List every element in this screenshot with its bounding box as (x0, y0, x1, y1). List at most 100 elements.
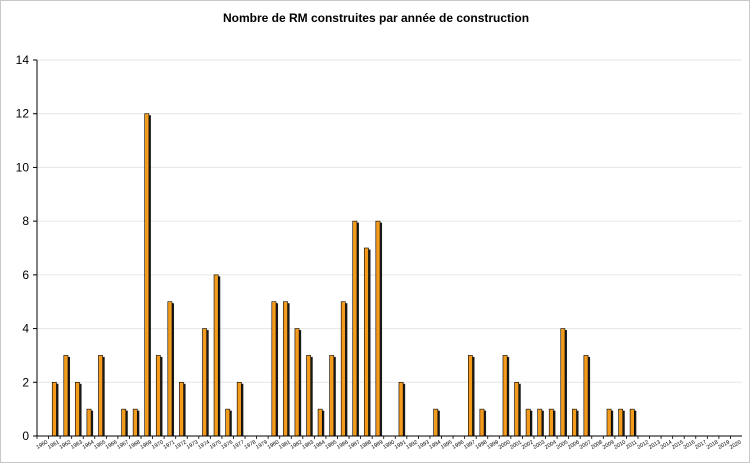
bar-1986 (340, 301, 346, 437)
x-tick-label: 2010 (613, 439, 627, 450)
y-tick-label: 10 (16, 160, 30, 174)
bar-2006 (572, 408, 577, 437)
bar-shadow (91, 410, 94, 436)
bar-shadow (541, 410, 544, 436)
bar-shadow (345, 303, 348, 436)
y-tick-label: 8 (22, 214, 29, 228)
x-tick-label: 1968 (128, 439, 142, 450)
x-tick-label: 1987 (348, 439, 362, 450)
x-tick-label: 1992 (405, 439, 419, 450)
bar-1965 (98, 355, 103, 437)
x-tick-label: 2013 (648, 439, 662, 450)
x-tick-label: 1979 (255, 439, 269, 450)
bar-shadow (218, 276, 221, 436)
x-tick-label: 1998 (475, 439, 489, 450)
bar-shadow (67, 356, 70, 436)
bar-shadow (588, 356, 591, 436)
bar-1983 (306, 355, 311, 437)
x-tick-label: 2009 (602, 439, 616, 450)
y-tick-labels: 0 2 4 6 8 10 12 14 (16, 53, 30, 443)
x-tick-label: 1991 (394, 439, 408, 450)
bar-1972 (179, 381, 184, 437)
bar-shadow (622, 410, 625, 436)
bar-1964 (86, 408, 92, 437)
bar-1967 (121, 408, 127, 437)
bar-1961 (51, 381, 57, 437)
x-tick-label: 1963 (70, 439, 84, 450)
y-tick-label: 0 (22, 429, 29, 443)
bar-shadow (183, 383, 186, 436)
bar-2003 (537, 408, 543, 437)
bar-shadow (172, 303, 175, 436)
bar-1963 (75, 381, 80, 437)
x-tick-label: 1976 (220, 439, 234, 450)
x-tick-label: 1981 (278, 439, 292, 450)
x-tick-label: 2006 (567, 439, 581, 450)
bar-1974 (202, 328, 207, 437)
x-tick-label: 1980 (267, 439, 281, 450)
bar-shadow (611, 410, 614, 436)
bar-shadow (553, 410, 556, 436)
x-tick-label: 1975 (209, 439, 223, 450)
x-tick-label: 2015 (671, 439, 685, 450)
x-tick-label: 2012 (636, 439, 650, 450)
bar-shadow (472, 356, 475, 436)
y-tick-label: 2 (22, 375, 29, 389)
x-tick-label: 1993 (417, 439, 431, 450)
x-tick-label: 1969 (139, 439, 153, 450)
bar-shadow (518, 383, 521, 436)
bar-2009 (606, 408, 612, 437)
x-tick-label: 2007 (579, 439, 593, 450)
x-tick-label: 2018 (706, 439, 720, 450)
x-tick-label: 2004 (544, 439, 558, 450)
bar-2000 (502, 355, 508, 437)
x-tick-label: 1985 (324, 439, 338, 450)
gridlines (37, 59, 742, 383)
x-tick-label: 1964 (82, 439, 96, 450)
bar-1971 (167, 301, 173, 437)
x-tick-label: 1999 (486, 439, 500, 450)
x-tick-label: 1982 (290, 439, 304, 450)
x-tick-label: 2001 (509, 439, 523, 450)
bar-1997 (468, 355, 473, 437)
x-tick-label: 1995 (440, 439, 454, 450)
bar-1987 (352, 220, 358, 437)
bar-1977 (236, 381, 242, 437)
bar-shadow (380, 222, 383, 436)
x-tick-labels: 1960196119621963196419651966196719681969… (35, 439, 742, 450)
bar-shadow (299, 330, 302, 436)
x-tick-label: 1965 (93, 439, 107, 450)
y-tick-label: 6 (22, 268, 29, 282)
bar-shadow (229, 410, 232, 436)
x-tick-label: 1994 (428, 439, 442, 450)
bar-1969 (144, 113, 150, 437)
x-tick-label: 2020 (729, 439, 743, 450)
bar-shadow (333, 356, 336, 436)
x-tick-label: 1972 (174, 439, 188, 450)
x-tick-label: 1967 (116, 439, 130, 450)
x-tick-label: 2011 (625, 440, 638, 451)
x-tick-label: 2016 (683, 439, 697, 450)
x-tick-label: 1990 (382, 439, 396, 450)
bar-2007 (583, 355, 589, 437)
x-tick-label: 2005 (556, 439, 570, 450)
x-tick-label: 2003 (532, 439, 546, 450)
bar-1989 (375, 220, 381, 437)
bar-1970 (155, 355, 161, 437)
bar-shadow (137, 410, 140, 436)
x-tick-label: 1996 (452, 439, 466, 450)
y-tick-label: 4 (22, 322, 29, 336)
bar-shadow (79, 383, 82, 436)
bar-shadow (437, 410, 440, 436)
bar-shadow (530, 410, 533, 436)
bar-2002 (525, 408, 531, 437)
y-tick-label: 12 (16, 107, 30, 121)
bar-1991 (398, 381, 404, 437)
x-tick-label: 2014 (660, 439, 674, 450)
x-tick-label: 2017 (694, 439, 708, 450)
bar-2010 (618, 408, 624, 437)
bar-1981 (283, 301, 288, 437)
bar-shadow (484, 410, 487, 436)
bar-shadow (576, 410, 579, 436)
